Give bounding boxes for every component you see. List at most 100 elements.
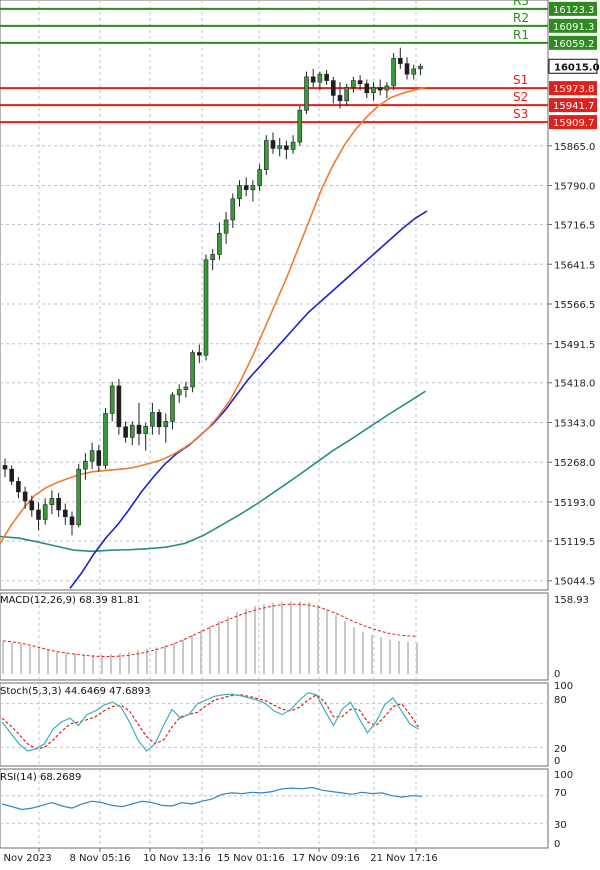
y-tick-label: 15790.0	[554, 182, 595, 193]
panel-frame	[0, 682, 549, 767]
candle-body	[170, 394, 175, 422]
pivot-level-label: 16091.3	[553, 22, 594, 33]
candle-body	[197, 352, 202, 356]
candle-body	[123, 426, 128, 438]
y-tick-label: 15119.5	[554, 537, 595, 548]
y-tick-label: 15343.0	[554, 418, 595, 429]
stoch-title: Stoch(5,3,3) 44.6469 47.6893	[0, 686, 151, 697]
rsi-tick-label: 70	[554, 788, 567, 799]
candle-body	[384, 85, 390, 91]
candle-body	[156, 412, 162, 428]
pivot-level-box	[549, 81, 597, 96]
panel-frame	[0, 0, 549, 591]
candle-body	[364, 83, 370, 94]
candle-body	[397, 58, 403, 64]
stoch-k-line	[1, 691, 419, 752]
candle-body	[391, 58, 396, 87]
candle-body	[109, 385, 115, 414]
candle-body	[36, 509, 41, 520]
x-tick-label: 21 Nov 17:16	[370, 853, 437, 864]
candle-body	[96, 450, 102, 466]
stoch-tick-label: 20	[554, 744, 567, 755]
ma-fast-line	[0, 86, 426, 544]
macd-tick-label: 158.93	[554, 595, 589, 606]
y-tick-label: 15566.5	[554, 300, 595, 311]
stoch-tick-label: 100	[554, 681, 573, 692]
candle-body	[83, 460, 88, 470]
candle-body	[404, 63, 410, 75]
pivot-level-label: 15973.8	[553, 84, 594, 95]
candle-body	[310, 76, 316, 83]
candle-body	[210, 254, 215, 261]
last-price-box	[548, 58, 598, 74]
candle-body	[317, 73, 323, 83]
candle-body	[203, 259, 209, 356]
pivot-level-label: 16059.2	[553, 39, 594, 50]
panel-frame	[0, 768, 549, 849]
y-tick-label: 15865.0	[554, 142, 595, 153]
x-tick-label: 17 Nov 09:16	[292, 853, 359, 864]
pivot-level-box	[549, 115, 597, 130]
candle-body	[284, 145, 289, 150]
y-tick-label: 15716.5	[554, 220, 595, 231]
rsi-tick-label: 0	[554, 839, 560, 850]
candle-body	[230, 198, 236, 221]
candle-body	[344, 87, 350, 102]
candle-body	[270, 140, 276, 149]
candle-body	[62, 509, 68, 518]
pivot-level-box	[549, 18, 597, 33]
candle-body	[143, 425, 148, 434]
candle-body	[116, 385, 122, 428]
pivot-level-box	[549, 1, 597, 16]
macd-tick-label: 0	[554, 669, 560, 680]
pivot-level-name: R3	[513, 0, 529, 8]
candle-body	[277, 145, 283, 149]
y-tick-label: 15418.0	[554, 379, 595, 390]
candle-body	[371, 87, 376, 94]
pivot-level-name: R2	[513, 11, 529, 25]
y-tick-label: 15641.5	[554, 260, 595, 271]
candle-body	[418, 65, 423, 70]
candle-body	[163, 421, 169, 428]
candle-body	[237, 185, 242, 200]
candle-body	[29, 500, 35, 511]
candle-body	[89, 450, 95, 462]
candle-body	[351, 80, 356, 88]
pivot-level-name: S3	[513, 107, 528, 121]
candle-body	[69, 516, 75, 526]
stoch-d-line	[1, 694, 419, 750]
macd-title: MACD(12,26,9) 68.39 81.81	[0, 595, 140, 606]
y-tick-label: 15491.5	[554, 340, 595, 351]
candle-body	[76, 468, 81, 526]
candle-body	[223, 219, 229, 234]
candle-body	[16, 481, 21, 493]
candle-body	[2, 465, 8, 470]
ma-slow-line	[0, 390, 426, 553]
y-tick-label: 15193.0	[554, 498, 595, 509]
candle-body	[330, 80, 336, 96]
pivot-level-box	[549, 35, 597, 50]
candle-body	[217, 232, 222, 255]
last-price-label: 16015.0	[554, 62, 600, 73]
candle-body	[263, 140, 269, 170]
pivot-level-label: 15941.7	[553, 101, 594, 112]
pivot-level-label: 15909.7	[553, 118, 594, 129]
rsi-tick-label: 100	[554, 770, 573, 781]
rsi-line	[1, 786, 423, 811]
candle-body	[150, 412, 155, 427]
panel-frame	[0, 592, 549, 681]
candle-body	[22, 491, 28, 502]
candle-body	[49, 497, 55, 505]
candle-body	[337, 95, 343, 102]
candle-body	[130, 424, 135, 438]
candle-body	[9, 468, 14, 482]
pivot-level-box	[549, 98, 597, 113]
candle-body	[250, 185, 256, 191]
candle-body	[190, 352, 195, 388]
pivot-level-name: S2	[513, 90, 528, 104]
candle-body	[290, 141, 296, 150]
candle-body	[176, 389, 182, 396]
x-tick-label: 10 Nov 13:16	[143, 853, 210, 864]
